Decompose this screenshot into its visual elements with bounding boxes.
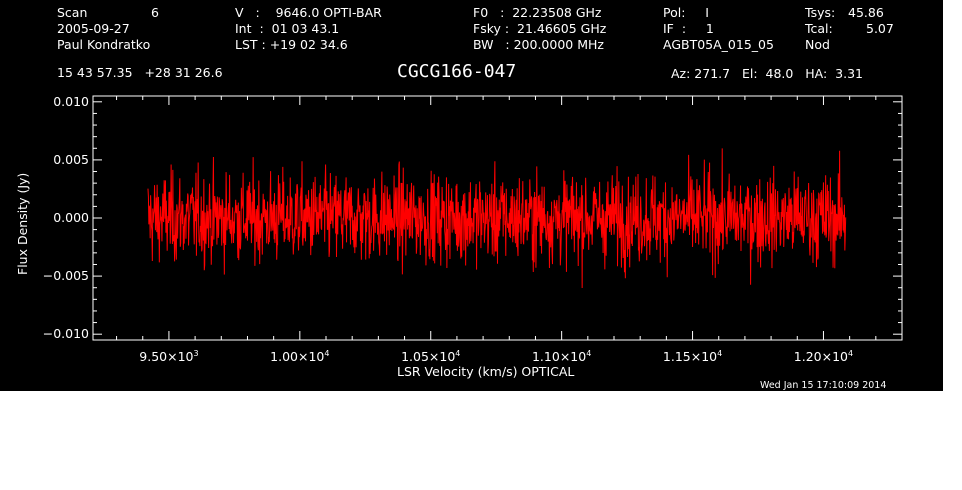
observer-name: Paul Kondratko <box>57 37 151 52</box>
bandwidth: BW : 200.0000 MHz <box>473 37 604 52</box>
tcal-value: 5.07 <box>866 21 894 36</box>
lst-info: LST : +19 02 34.6 <box>235 37 348 52</box>
rest-frequency: F0 : 22.23508 GHz <box>473 5 602 20</box>
axis-ticks <box>93 96 903 340</box>
y-tick-label: −0.010 <box>42 326 89 342</box>
tsys-label: Tsys: <box>805 5 836 20</box>
source-name: CGCG166-047 <box>397 61 517 82</box>
x-tick-mantissa: 1.10×10 <box>531 349 587 364</box>
obs-date: 2005-09-27 <box>57 21 130 36</box>
x-tick-mantissa: 1.20×10 <box>793 349 849 364</box>
project-id: AGBT05A_015_05 <box>663 37 774 52</box>
spectrum-plot <box>92 95 903 341</box>
x-tick-exponent: 4 <box>455 349 461 358</box>
y-tick-label: 0.010 <box>53 93 89 109</box>
integration-info: Int : 01 03 43.1 <box>235 21 340 36</box>
x-tick-mantissa: 1.15×10 <box>662 349 718 364</box>
x-tick-label: 1.05×104 <box>401 347 460 364</box>
polarization: Pol: I <box>663 5 709 20</box>
x-tick-exponent: 4 <box>586 349 592 358</box>
y-tick-label: −0.005 <box>42 268 89 284</box>
scan-value: 6 <box>151 5 159 20</box>
source-coordinates: 15 43 57.35 +28 31 26.6 <box>57 65 223 80</box>
spectrum-series-line <box>147 148 847 288</box>
x-tick-label: 1.10×104 <box>532 347 591 364</box>
tsys-value: 45.86 <box>848 5 884 20</box>
x-tick-exponent: 3 <box>193 349 199 358</box>
scan-label: Scan <box>57 5 88 20</box>
x-tick-exponent: 4 <box>717 349 723 358</box>
velocity-info: V : 9646.0 OPTI-BAR <box>235 5 382 20</box>
x-tick-label: 1.15×104 <box>663 347 722 364</box>
x-tick-label: 1.00×104 <box>270 347 329 364</box>
spectrum-line-group <box>147 148 847 288</box>
nod-mode: Nod <box>805 37 830 52</box>
x-tick-exponent: 4 <box>324 349 330 358</box>
x-tick-label: 1.20×104 <box>794 347 853 364</box>
x-tick-exponent: 4 <box>848 349 854 358</box>
x-tick-label: 9.50×103 <box>139 347 198 364</box>
y-tick-label: 0.005 <box>53 151 89 167</box>
x-axis-title: LSR Velocity (km/s) OPTICAL <box>397 364 575 379</box>
if-number: IF : 1 <box>663 21 714 36</box>
x-tick-mantissa: 1.05×10 <box>401 349 456 364</box>
y-tick-label: 0.000 <box>53 210 89 225</box>
sky-frequency: Fsky : 21.46605 GHz <box>473 21 607 36</box>
pointing-info: Az: 271.7 El: 48.0 HA: 3.31 <box>671 66 864 81</box>
plot-timestamp: Wed Jan 15 17:10:09 2014 <box>760 380 887 391</box>
x-tick-mantissa: 1.00×10 <box>270 349 325 364</box>
tcal-label: Tcal: <box>805 21 833 36</box>
x-tick-mantissa: 9.50×10 <box>139 349 194 364</box>
